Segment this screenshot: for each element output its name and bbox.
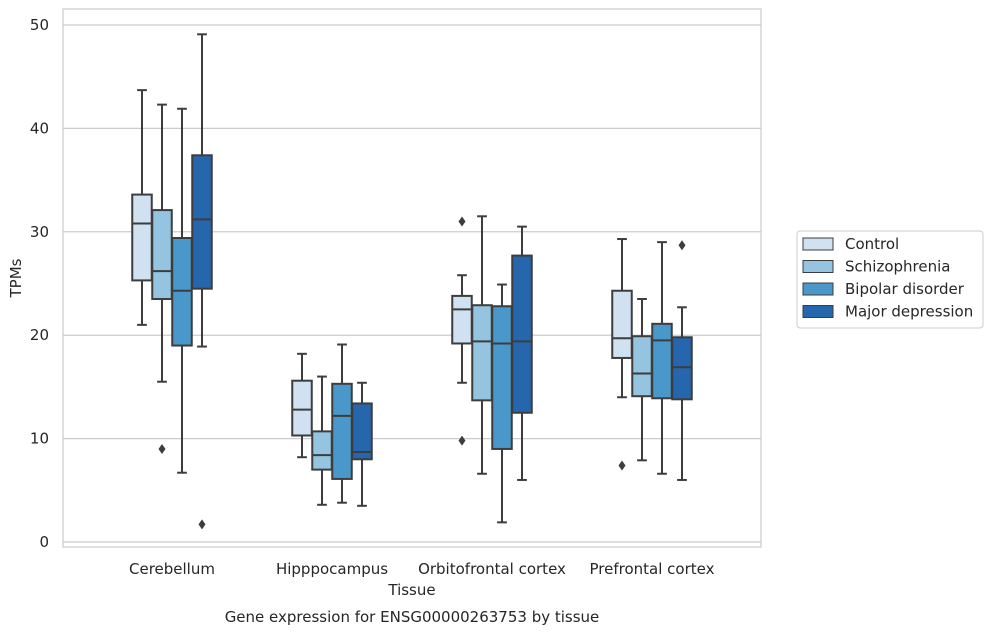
x-tick-label: Cerebellum — [129, 560, 215, 578]
outlier-point — [618, 460, 626, 471]
y-tick-label: 40 — [30, 119, 49, 137]
legend-label: Control — [845, 235, 899, 253]
box-body — [131, 193, 153, 282]
legend-swatch — [802, 237, 834, 251]
box-group — [291, 352, 313, 459]
axis-ticks: 0 10 20 30 40 50 Cerebellum Hipppocampus Orbitof… — [30, 16, 715, 578]
box-group — [491, 283, 513, 524]
box-group — [151, 103, 173, 454]
outlier-point — [158, 443, 166, 454]
box-body — [511, 254, 533, 414]
box-group — [611, 238, 633, 471]
box-group — [631, 298, 653, 462]
outlier-point — [458, 216, 466, 227]
box-group — [351, 381, 373, 507]
y-tick-label: 50 — [30, 16, 49, 34]
outlier-point — [198, 519, 206, 530]
box-group — [171, 107, 193, 474]
box-body — [171, 237, 193, 347]
legend-swatch — [802, 305, 834, 318]
box-group — [331, 343, 353, 504]
legend: Control Schizophrenia Bipolar disorder Majo… — [796, 230, 984, 329]
outlier-point — [458, 435, 466, 446]
box-body — [351, 402, 373, 461]
plot-frame — [62, 8, 762, 548]
box-body — [631, 335, 653, 398]
box-body — [451, 294, 473, 345]
box-group — [451, 216, 473, 446]
outlier-point — [678, 240, 686, 251]
box-plot-groups — [131, 33, 693, 530]
box-body — [491, 305, 513, 450]
box-group — [471, 215, 493, 475]
box-group — [671, 240, 693, 481]
box-body — [651, 322, 673, 400]
box-group — [131, 89, 153, 326]
x-tick-label: Hipppocampus — [276, 560, 388, 578]
box-body — [611, 289, 633, 359]
legend-frame — [796, 230, 984, 329]
legend-swatch — [802, 282, 834, 296]
box-body — [291, 379, 313, 437]
y-tick-label: 30 — [30, 223, 49, 241]
chart-caption: Gene expression for ENSG00000263753 by t… — [225, 608, 600, 626]
legend-swatch — [802, 260, 834, 273]
box-group — [311, 375, 333, 506]
y-tick-label: 10 — [30, 430, 49, 448]
y-tick-label: 20 — [30, 326, 49, 344]
legend-label: Schizophrenia — [845, 258, 950, 276]
box-body — [311, 430, 333, 471]
box-body — [471, 304, 493, 402]
x-axis-title: Tissue — [387, 581, 435, 599]
box-group — [651, 241, 673, 475]
box-body — [151, 209, 173, 301]
box-body — [191, 154, 213, 290]
box-group — [511, 225, 533, 481]
x-tick-label: Orbitofrontal cortex — [418, 560, 566, 578]
box-group — [191, 33, 213, 530]
y-axis-title: TPMs — [7, 258, 25, 298]
legend-label: Major depression — [845, 303, 973, 321]
box-body — [331, 382, 353, 480]
x-tick-label: Prefrontal cortex — [590, 560, 715, 578]
box-body — [671, 336, 693, 401]
y-tick-label: 0 — [39, 533, 49, 551]
legend-label: Bipolar disorder — [845, 280, 965, 298]
